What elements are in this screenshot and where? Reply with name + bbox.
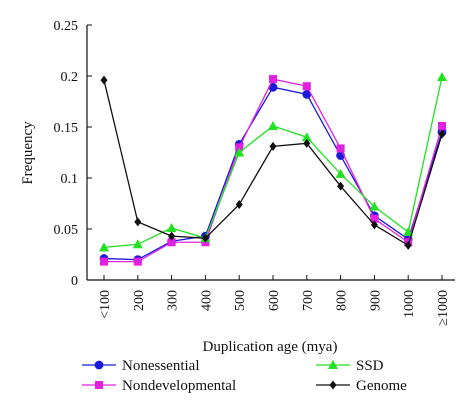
data-point-nondevelopmental [133, 257, 142, 266]
data-point-ssd [301, 132, 312, 142]
data-point-nondevelopmental [438, 121, 446, 130]
x-tick-label: 300 [166, 290, 181, 311]
data-point-genome [168, 231, 176, 241]
series-line-ssd [103, 76, 443, 249]
data-point-ssd [437, 72, 447, 82]
legend-swatch-marker [328, 360, 338, 369]
data-point-genome [438, 129, 446, 139]
legend-swatch-marker [95, 381, 103, 389]
series-layer [99, 72, 447, 266]
data-point-genome [269, 141, 277, 151]
data-point-genome [235, 200, 243, 210]
data-point-nondevelopmental [235, 143, 244, 152]
legend-item-nondevelopmental: Nondevelopmental [82, 378, 236, 394]
data-point-nondevelopmental [167, 238, 176, 247]
data-point-genome [370, 220, 378, 230]
legend-label: Nondevelopmental [122, 378, 236, 394]
axes: 0 0.05 0.1 0.15 0.2 0.25 <100 200 300 400 500 600 70… [54, 19, 455, 326]
x-tick-label: 800 [335, 290, 350, 311]
data-point-ssd [335, 168, 346, 178]
x-tick-label: 600 [267, 290, 282, 311]
legend-label: Nonessential [122, 358, 199, 374]
y-tick-label: 0.1 [61, 172, 79, 187]
data-point-ssd [268, 120, 278, 130]
data-point-nondevelopmental [336, 144, 345, 153]
legend-swatch-marker [94, 360, 104, 370]
legend: Nonessential Nondevelopmental SSD Genome [82, 358, 407, 394]
x-tick-label: 1000 [402, 290, 417, 318]
data-point-ssd [234, 147, 245, 157]
legend-item-ssd: SSD [316, 358, 384, 374]
data-point-nondevelopmental [302, 82, 311, 91]
data-point-genome [303, 138, 311, 148]
y-axis-title: Frequency [20, 121, 36, 185]
y-tick-label: 0.05 [54, 223, 79, 238]
data-point-genome [201, 233, 209, 243]
legend-label: Genome [356, 378, 407, 394]
y-tick-label: 0 [71, 274, 78, 289]
data-point-genome [100, 75, 108, 85]
x-axis-title: Duplication age (mya) [203, 339, 338, 355]
data-point-ssd [132, 239, 143, 249]
data-point-nondevelopmental [100, 257, 108, 266]
legend-swatch-marker [329, 380, 337, 390]
series-line-genome [103, 79, 443, 247]
y-tick-label: 0.25 [54, 19, 79, 34]
x-tick-label: 700 [301, 290, 316, 311]
data-point-genome [337, 181, 345, 191]
series-line-nondevelopmental [104, 78, 443, 263]
legend-label: SSD [356, 358, 384, 374]
data-point-ssd [403, 227, 414, 237]
legend-item-genome: Genome [316, 378, 407, 394]
data-point-ssd [99, 242, 109, 252]
data-point-nondevelopmental [370, 214, 379, 223]
data-point-ssd [369, 201, 380, 211]
data-point-genome [404, 240, 412, 250]
x-tick-label: 900 [368, 290, 383, 311]
x-tick-label: <100 [98, 290, 113, 319]
x-tick-label: ≥1000 [436, 290, 451, 326]
series-genome [100, 75, 446, 250]
x-tick-label: 400 [199, 290, 214, 311]
data-point-ssd [166, 222, 177, 232]
legend-item-nonessential: Nonessential [82, 358, 199, 374]
series-ssd [99, 72, 447, 252]
series-line-nonessential [103, 86, 443, 261]
y-tick-label: 0.15 [54, 121, 79, 136]
y-tick-label: 0.2 [61, 70, 79, 85]
x-tick-label: 500 [233, 290, 248, 311]
data-point-nondevelopmental [269, 75, 277, 84]
x-tick-label: 200 [132, 290, 147, 311]
data-point-genome [134, 217, 142, 227]
